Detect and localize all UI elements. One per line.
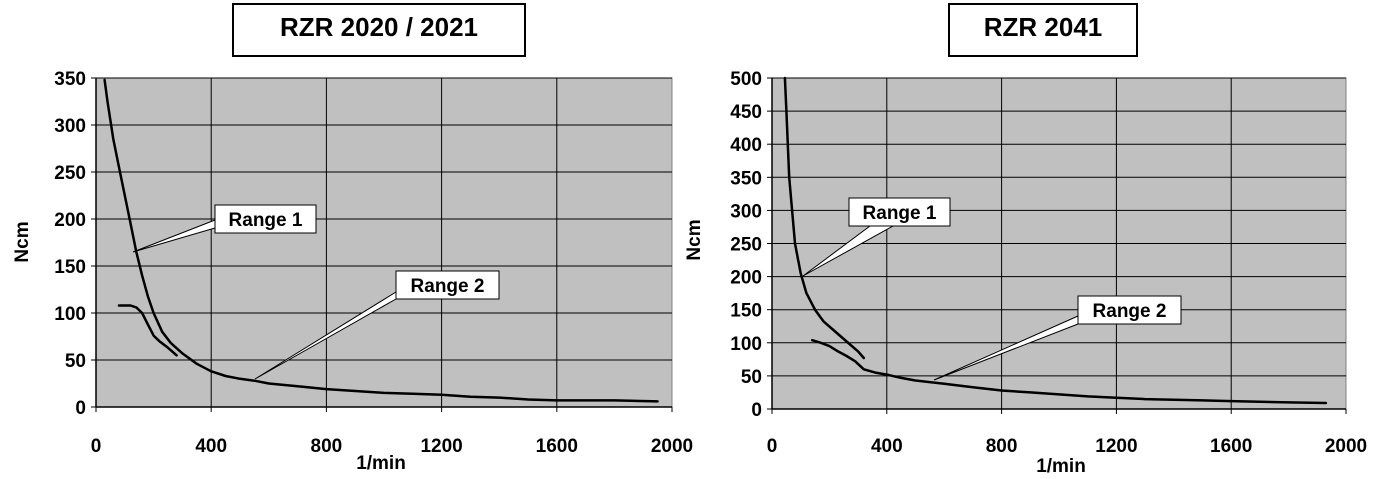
chart-title: RZR 2020 / 2021 bbox=[280, 12, 478, 42]
callout-box bbox=[395, 270, 500, 300]
callout-box bbox=[214, 204, 317, 234]
x-axis-label: 1/min bbox=[1036, 456, 1086, 477]
y-axis-label: Ncm bbox=[12, 221, 33, 262]
x-tick-label: 400 bbox=[871, 436, 903, 457]
x-axis-label: 1/min bbox=[356, 453, 406, 474]
x-tick-label: 800 bbox=[311, 436, 343, 457]
chart-rzr-2041: RZR 2041 0 50 100 150 200 250 300 350 400 450 500 0 4… bbox=[684, 3, 1367, 477]
title-box bbox=[232, 3, 526, 57]
y-tick-label: 0 bbox=[751, 400, 762, 421]
y-tick-label: 150 bbox=[730, 301, 762, 322]
y-axis-label: Ncm bbox=[684, 219, 705, 260]
y-tick-label: 100 bbox=[730, 334, 762, 355]
x-tick-label: 0 bbox=[91, 436, 102, 457]
y-tick-label: 450 bbox=[730, 102, 762, 123]
callout-label: Range 1 bbox=[863, 203, 937, 224]
y-tick-label: 300 bbox=[730, 201, 762, 222]
x-tick-label: 1200 bbox=[1095, 436, 1137, 457]
y-tick-label: 500 bbox=[730, 69, 762, 90]
x-tick-label: 400 bbox=[195, 436, 227, 457]
y-tick-label: 200 bbox=[730, 268, 762, 289]
x-tick-label: 800 bbox=[986, 436, 1018, 457]
x-tick-label: 2000 bbox=[651, 436, 693, 457]
callout-box bbox=[848, 197, 951, 227]
y-tick-label: 0 bbox=[75, 398, 86, 419]
series-line-2 bbox=[810, 338, 1328, 405]
y-tick-label: 300 bbox=[54, 116, 86, 137]
callout-label: Range 2 bbox=[411, 276, 485, 297]
x-tick-label: 2000 bbox=[1325, 436, 1367, 457]
y-tick-label: 150 bbox=[54, 257, 86, 278]
y-tick-label: 350 bbox=[54, 69, 86, 90]
callout-label: Range 2 bbox=[1093, 301, 1167, 322]
callout-label: Range 1 bbox=[229, 210, 303, 231]
y-tick-label: 350 bbox=[730, 168, 762, 189]
title-box bbox=[948, 3, 1138, 57]
chart-rzr-2020-2021: RZR 2020 / 2021 0 50 100 150 200 250 300 350 0 400… bbox=[12, 3, 693, 474]
chart-title: RZR 2041 bbox=[984, 12, 1103, 42]
y-tick-label: 400 bbox=[730, 135, 762, 156]
y-tick-label: 200 bbox=[54, 210, 86, 231]
x-tick-label: 0 bbox=[767, 436, 778, 457]
y-tick-label: 250 bbox=[730, 235, 762, 256]
series-line-1 bbox=[783, 76, 866, 360]
series-line-2 bbox=[117, 304, 178, 357]
y-tick-label: 50 bbox=[65, 351, 86, 372]
plot-area bbox=[95, 77, 673, 408]
x-tick-label: 1200 bbox=[420, 436, 462, 457]
y-tick-label: 50 bbox=[741, 367, 762, 388]
x-tick-label: 1600 bbox=[536, 436, 578, 457]
x-tick-label: 1600 bbox=[1210, 436, 1252, 457]
y-tick-label: 250 bbox=[54, 163, 86, 184]
y-tick-label: 100 bbox=[54, 304, 86, 325]
callout-box bbox=[1077, 295, 1182, 325]
series-line-1 bbox=[103, 78, 659, 403]
